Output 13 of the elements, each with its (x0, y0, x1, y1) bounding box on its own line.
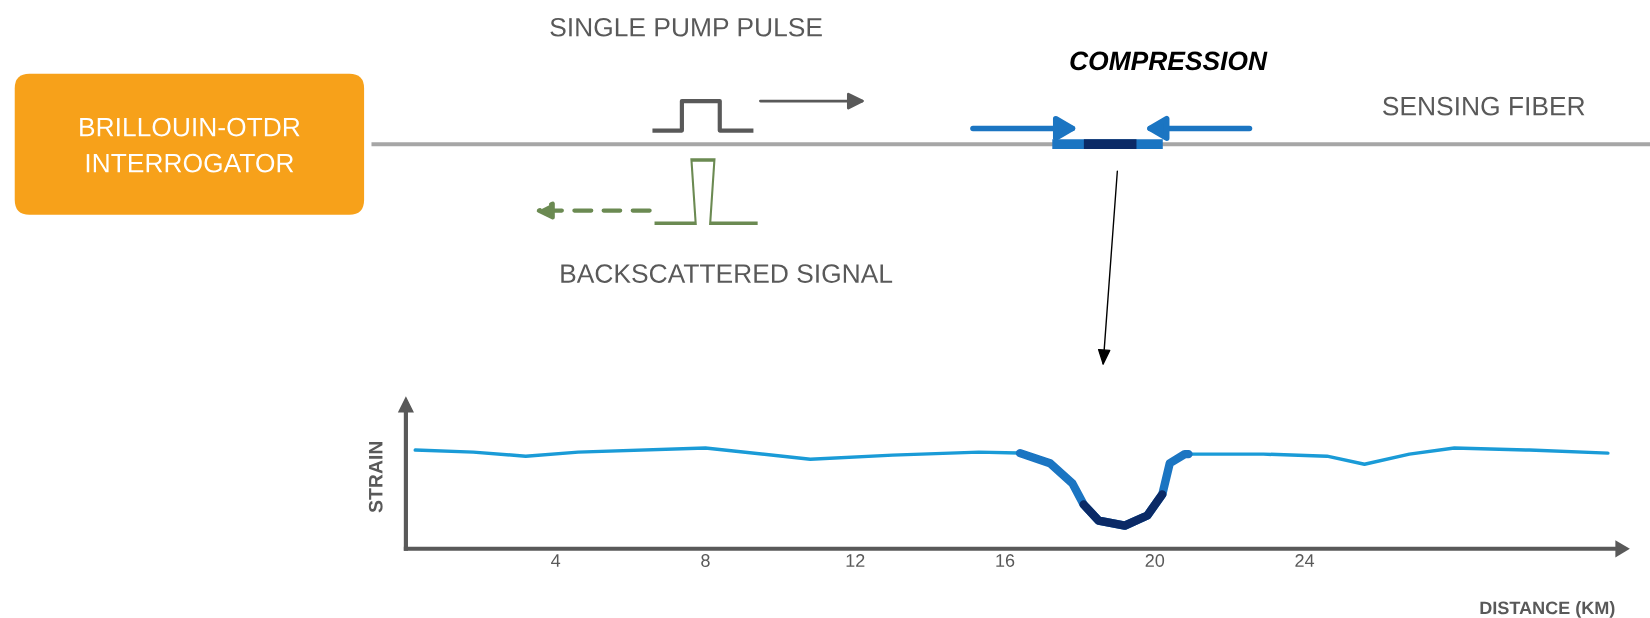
x-tick-label: 8 (701, 554, 710, 567)
text: SINGLE PUMP PULSE (550, 17, 822, 37)
y-axis-title: STRAIN (368, 441, 383, 513)
text: BRILLOUIN-OTDR INTERROGATOR (80, 117, 300, 173)
text: SENSING FIBER (1383, 96, 1585, 116)
x-tick-label: 20 (1145, 554, 1165, 567)
x-axis-title: DISTANCE (KM) (1480, 601, 1615, 618)
text: COMPRESSION (1070, 51, 1268, 71)
x-tick-label: 12 (846, 554, 865, 567)
x-tick-label: 4 (551, 554, 561, 567)
x-tick-label: 16 (996, 554, 1015, 567)
x-tick-label: 24 (1295, 554, 1315, 567)
text: BACKSCATTERED SIGNAL (561, 264, 893, 283)
